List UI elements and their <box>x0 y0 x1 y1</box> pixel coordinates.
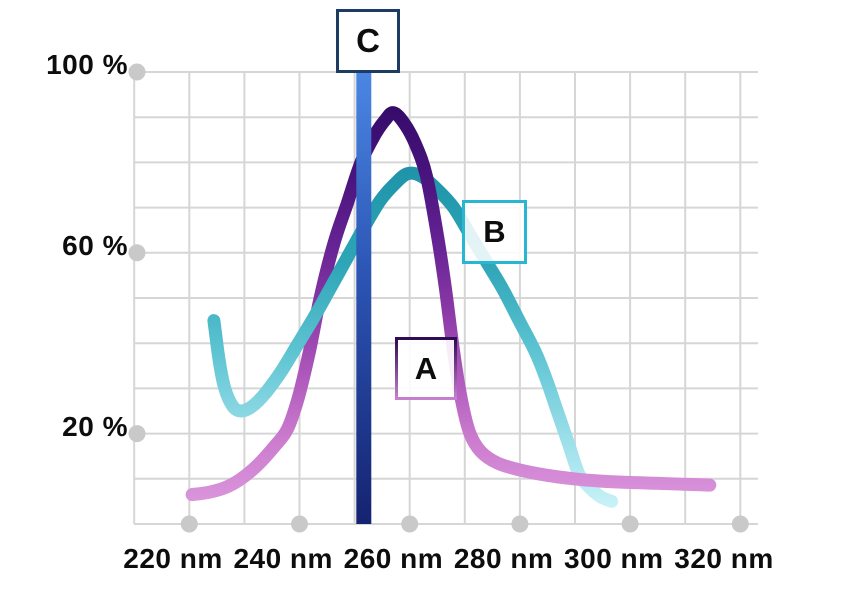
curve-b-label-box: B <box>462 200 527 264</box>
x-tick-label: 240 nm <box>233 543 333 574</box>
x-tick-dot <box>731 515 749 533</box>
x-tick-dot <box>180 515 198 533</box>
y-tick-label: 100 % <box>46 49 128 80</box>
x-tick-label: 300 nm <box>564 543 664 574</box>
curve-a <box>185 106 717 502</box>
curve-b <box>207 166 619 508</box>
marker-c-label: C <box>356 22 380 59</box>
curve-a-label: A <box>414 350 438 386</box>
x-tick-dot <box>621 515 639 533</box>
x-tick-label: 280 nm <box>453 543 554 574</box>
x-tick-dot <box>291 515 308 533</box>
y-tick-dot <box>128 244 146 262</box>
x-tick-label: 320 nm <box>674 543 774 574</box>
y-tick-label: 20 % <box>62 410 128 442</box>
y-tick-label: 60 % <box>62 229 128 261</box>
x-tick-label: 260 nm <box>343 543 444 574</box>
y-tick-dot <box>128 63 146 81</box>
curve-b-label: B <box>483 214 506 249</box>
axis-tick-dots <box>128 63 749 533</box>
x-tick-dot <box>401 515 419 533</box>
marker-c-bar <box>356 70 372 524</box>
x-tick-label: 220 nm <box>123 543 223 574</box>
curve-b-overlap-segment <box>259 221 371 400</box>
y-tick-dot <box>128 425 146 443</box>
curve-a-label-box: A <box>395 337 457 400</box>
x-tick-dot <box>511 515 529 533</box>
spectra-curves <box>185 106 717 508</box>
marker-c-line <box>356 70 372 524</box>
marker-c-label-box: C <box>336 9 400 73</box>
